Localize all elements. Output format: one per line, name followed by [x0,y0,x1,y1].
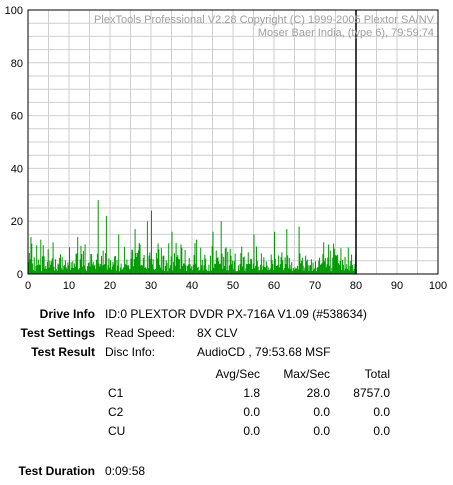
x-axis-ticks: 0 10 20 30 40 50 60 70 80 90 100 [25,280,447,292]
y-tick-label: 80 [11,58,23,70]
drive-info-label: Drive Info [39,307,95,321]
disc-info-label: Disc Info: [105,345,156,359]
c1-error-chart: PlexTools Professional V2.28 Copyright (… [5,5,448,292]
read-speed-label: Read Speed: [105,326,176,340]
row-c1-max: 28.0 [306,386,330,400]
x-tick-label: 10 [63,280,75,292]
c1-series [28,200,357,274]
row-c1-name: C1 [108,386,124,400]
y-tick-label: 100 [5,5,23,17]
row-c1-total: 8757.0 [353,386,390,400]
row-c1-avg: 1.8 [243,386,260,400]
x-tick-label: 80 [350,280,362,292]
row-cu-total: 0.0 [373,424,390,438]
test-duration-value: 0:09:58 [105,464,146,478]
y-tick-label: 20 [11,216,23,228]
y-tick-label: 0 [17,269,23,281]
row-c2-name: C2 [108,405,124,419]
test-duration-label: Test Duration [18,464,95,478]
test-result-label: Test Result [31,345,95,359]
x-tick-label: 0 [25,280,31,292]
watermark-line-2: Moser Baer India, (type 6), 79:59:74 [258,27,434,39]
row-cu-name: CU [108,424,126,438]
drive-info-value: ID:0 PLEXTOR DVDR PX-716A V1.09 (#538634… [105,307,367,321]
row-c2-total: 0.0 [373,405,390,419]
y-tick-label: 40 [11,163,23,175]
x-tick-label: 40 [186,280,198,292]
x-tick-label: 30 [145,280,157,292]
x-tick-label: 100 [429,280,447,292]
y-tick-label: 60 [11,111,23,123]
header-max: Max/Sec [283,367,330,381]
header-total: Total [364,367,390,381]
plot-frame [27,9,439,275]
read-speed-value: 8X CLV [197,326,238,340]
y-axis-ticks: 0 20 40 60 80 100 [5,5,23,281]
x-tick-label: 50 [227,280,239,292]
x-tick-label: 70 [309,280,321,292]
row-c2-avg: 0.0 [243,405,260,419]
header-avg: Avg/Sec [215,367,260,381]
disc-info-value: AudioCD , 79:53.68 MSF [197,345,331,359]
x-tick-label: 60 [268,280,280,292]
row-cu-max: 0.0 [313,424,330,438]
watermark-line-1: PlexTools Professional V2.28 Copyright (… [94,14,435,26]
x-tick-label: 90 [391,280,403,292]
test-settings-label: Test Settings [20,326,95,340]
row-cu-avg: 0.0 [243,424,260,438]
row-c2-max: 0.0 [313,405,330,419]
x-tick-label: 20 [104,280,116,292]
gridlines [28,10,438,274]
